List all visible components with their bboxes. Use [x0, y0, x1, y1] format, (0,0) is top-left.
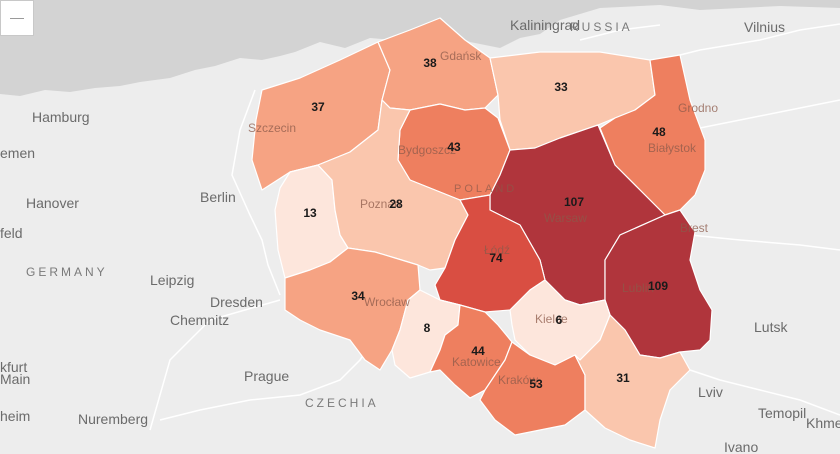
value-label-dolnoslaskie: 34: [351, 289, 365, 303]
city-label-lviv: Lviv: [698, 384, 723, 400]
city-label-heim: heim: [0, 408, 30, 424]
overlay-label-gdansk: Gdańsk: [440, 49, 482, 63]
overlay-label-warsaw: Warsaw: [544, 211, 587, 225]
overlay-label-grodno: Grodno: [678, 101, 718, 115]
overlay-label-bialystok: Białystok: [648, 141, 697, 155]
overlay-label-poland: POLAND: [454, 183, 517, 195]
basemap-labels: Kaliningrad RUSSIA Vilnius Hamburg emen …: [0, 17, 840, 454]
city-label-nuremberg: Nuremberg: [78, 411, 148, 427]
value-label-lubelskie: 109: [648, 279, 668, 293]
region-slaskie[interactable]: [429, 304, 513, 399]
minus-icon: [10, 18, 24, 19]
overlay-label-wroclaw: Wrocław: [364, 295, 410, 309]
overlay-label-kielce: Kielce: [535, 312, 568, 326]
city-label-bielefeld: feld: [0, 225, 23, 241]
country-label-germany: GERMANY: [26, 265, 108, 279]
city-label-hamburg: Hamburg: [32, 109, 90, 125]
overlay-label-lodz: Łódź: [484, 243, 510, 257]
city-label-chemnitz: Chemnitz: [170, 312, 229, 328]
city-label-dresden: Dresden: [210, 294, 263, 310]
region-lodzkie[interactable]: [434, 194, 546, 313]
city-label-ternopil: Temopil: [758, 405, 806, 421]
overlay-label-brest: Brest: [680, 221, 709, 235]
baltic-sea: [0, 0, 840, 96]
region-malopolskie[interactable]: [479, 341, 586, 436]
overlay-label-krakow: Kraków: [498, 373, 538, 387]
city-label-main: Main: [0, 371, 30, 387]
country-label-czechia: CZECHIA: [305, 396, 379, 410]
value-label-zachodniopomorskie: 37: [311, 100, 325, 114]
city-label-hanover: Hanover: [26, 195, 79, 211]
city-label-prague: Prague: [244, 368, 289, 384]
city-label-khmel: Khme: [806, 415, 840, 431]
overlay-label-bydgoszcz: Bydgoszcz: [398, 143, 456, 157]
value-label-layer: 37 38 33 48 43 13 28 107 74 109 34 8 44 …: [303, 56, 668, 391]
value-label-swietokrzyskie: 6: [556, 313, 563, 327]
value-label-pomorskie: 38: [423, 56, 437, 70]
city-label-leipzig: Leipzig: [150, 272, 194, 288]
overlay-label-poznan: Poznań: [360, 197, 401, 211]
value-label-slaskie: 44: [471, 344, 485, 358]
value-label-lodzkie: 74: [489, 251, 503, 265]
value-label-podkarpackie: 31: [616, 371, 630, 385]
city-label-frankfurt: kfurt: [0, 359, 27, 375]
overlay-label-lublin: Lublin: [622, 281, 654, 295]
city-label-bremen: emen: [0, 145, 35, 161]
value-label-malopolskie: 53: [529, 377, 543, 391]
region-warminsko-mazurskie[interactable]: [489, 51, 656, 151]
country-borders: [149, 23, 840, 431]
value-label-podlaskie: 48: [652, 125, 666, 139]
region-layer[interactable]: [251, 17, 713, 449]
zoom-out-button[interactable]: [0, 0, 34, 36]
region-podkarpackie[interactable]: [574, 314, 691, 449]
value-label-kujawsko-pomorskie: 43: [447, 140, 461, 154]
city-label-berlin: Berlin: [200, 189, 236, 205]
value-label-mazowieckie: 107: [564, 195, 584, 209]
city-label-lutsk: Lutsk: [754, 319, 788, 335]
value-label-opolskie: 8: [424, 321, 431, 335]
value-label-wielkopolskie: 28: [389, 197, 403, 211]
city-label-vilnius: Vilnius: [744, 19, 785, 35]
overlay-label-szczecin: Szczecin: [248, 121, 296, 135]
city-label-ivano: Ivano: [724, 439, 758, 454]
overlay-labels: Gdańsk Szczecin Bydgoszcz POLAND Poznań …: [248, 49, 718, 387]
value-label-warminsko-mazurskie: 33: [554, 80, 568, 94]
city-label-kaliningrad: Kaliningrad: [510, 17, 580, 33]
country-label-russia: RUSSIA: [570, 20, 633, 34]
value-label-lubuskie: 13: [303, 206, 317, 220]
overlay-label-katowice: Katowice: [452, 355, 501, 369]
